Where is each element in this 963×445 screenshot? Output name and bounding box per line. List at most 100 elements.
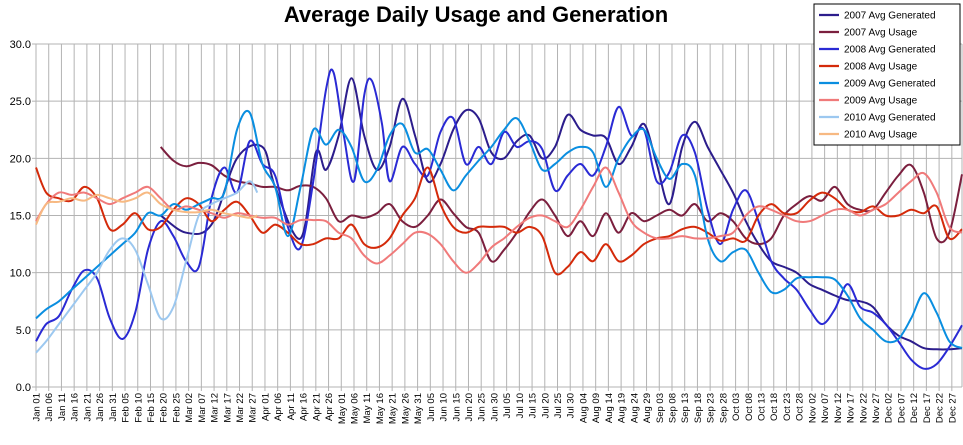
x-tick-label: Feb 05 bbox=[121, 393, 132, 423]
x-tick-label: Jun 30 bbox=[489, 393, 500, 422]
y-tick-label: 15.0 bbox=[10, 211, 31, 223]
x-tick-label: Aug 09 bbox=[591, 393, 602, 423]
x-tick-label: Dec 12 bbox=[909, 393, 920, 423]
legend-box bbox=[813, 3, 961, 146]
x-tick-label: Jan 16 bbox=[70, 393, 81, 422]
x-tick-label: Jan 06 bbox=[44, 393, 55, 422]
x-tick-label: Sep 23 bbox=[706, 393, 717, 423]
series-line-2009-avg-generated bbox=[35, 109, 963, 350]
y-tick-label: 20.0 bbox=[10, 153, 31, 165]
x-tick-label: Aug 04 bbox=[578, 393, 589, 423]
legend-label-2010-avg-generated: 2010 Avg Generated bbox=[844, 113, 936, 124]
x-tick-label: Jul 15 bbox=[528, 393, 539, 418]
x-tick-label: Jan 11 bbox=[57, 393, 68, 421]
x-tick-label: Apr 01 bbox=[260, 393, 271, 421]
x-tick-label: Dec 02 bbox=[884, 393, 895, 423]
x-tick-label: Aug 14 bbox=[604, 393, 615, 423]
x-tick-label: Dec 22 bbox=[935, 393, 946, 423]
x-tick-label: Dec 07 bbox=[896, 393, 907, 423]
x-tick-label: Mar 07 bbox=[197, 393, 208, 423]
x-tick-label: Jul 05 bbox=[502, 393, 513, 418]
x-tick-label: Oct 03 bbox=[731, 393, 742, 421]
x-tick-label: Sep 03 bbox=[655, 393, 666, 423]
x-tick-label: Mar 12 bbox=[210, 393, 221, 423]
x-tick-label: Apr 16 bbox=[299, 393, 310, 421]
x-tick-label: May 31 bbox=[413, 393, 424, 424]
x-tick-label: Feb 25 bbox=[171, 393, 182, 423]
x-tick-label: May 01 bbox=[337, 393, 348, 424]
x-tick-label: Jan 01 bbox=[32, 393, 43, 422]
chart-title: Average Daily Usage and Generation bbox=[284, 2, 668, 27]
x-tick-label: Oct 18 bbox=[769, 393, 780, 421]
series-lines bbox=[35, 68, 963, 370]
legend-label-2010-avg-usage: 2010 Avg Usage bbox=[844, 130, 918, 141]
x-tick-label: Mar 17 bbox=[222, 393, 233, 423]
axes bbox=[32, 43, 953, 391]
x-tick-label: Apr 26 bbox=[324, 393, 335, 421]
x-tick-label: Sep 08 bbox=[667, 393, 678, 423]
x-tick-label: Oct 28 bbox=[795, 393, 806, 421]
x-tick-label: Nov 02 bbox=[807, 393, 818, 423]
legend-label-2008-avg-usage: 2008 Avg Usage bbox=[844, 62, 918, 73]
x-tick-label: Apr 06 bbox=[273, 393, 284, 421]
x-tick-label: May 11 bbox=[362, 393, 373, 423]
series-line-2008-avg-usage bbox=[35, 166, 963, 276]
x-tick-label: Jul 25 bbox=[553, 393, 564, 418]
x-tick-label: Nov 27 bbox=[871, 393, 882, 423]
x-tick-label: Apr 21 bbox=[311, 393, 322, 421]
y-tick-label: 25.0 bbox=[10, 96, 31, 108]
x-tick-label: Sep 18 bbox=[693, 393, 704, 423]
y-tick-label: 0.0 bbox=[16, 382, 31, 394]
y-tick-label: 30.0 bbox=[10, 39, 31, 51]
x-tick-label: Jun 10 bbox=[439, 393, 450, 422]
x-tick-label: Apr 11 bbox=[286, 393, 297, 420]
x-tick-label: Feb 15 bbox=[146, 393, 157, 423]
x-tick-label: Dec 17 bbox=[922, 393, 933, 423]
x-tick-label: Mar 02 bbox=[184, 393, 195, 423]
x-tick-label: Aug 29 bbox=[642, 393, 653, 423]
x-tick-label: Nov 22 bbox=[858, 393, 869, 423]
x-tick-label: Oct 13 bbox=[757, 393, 768, 421]
series-line-2007-avg-generated bbox=[160, 77, 963, 351]
x-tick-label: Nov 17 bbox=[846, 393, 857, 423]
legend-label-2007-avg-generated: 2007 Avg Generated bbox=[844, 11, 936, 22]
x-tick-label: Nov 12 bbox=[833, 393, 844, 423]
x-tick-label: Jun 20 bbox=[464, 393, 475, 422]
y-tick-label: 10.0 bbox=[10, 268, 31, 280]
x-tick-label: Aug 19 bbox=[617, 393, 628, 423]
legend-label-2008-avg-generated: 2008 Avg Generated bbox=[844, 45, 936, 56]
y-tick-label: 5.0 bbox=[16, 325, 31, 337]
x-tick-label: Jan 31 bbox=[108, 393, 119, 422]
x-tick-label: Nov 07 bbox=[820, 393, 831, 423]
x-tick-label: Feb 10 bbox=[133, 393, 144, 423]
x-tick-label: Sep 13 bbox=[680, 393, 691, 423]
x-tick-label: Jul 20 bbox=[540, 393, 551, 418]
x-tick-label: Dec 27 bbox=[947, 393, 958, 423]
legend: 2007 Avg Generated 2007 Avg Usage 2008 Avg… bbox=[813, 3, 961, 146]
x-tick-label: Jun 05 bbox=[426, 393, 437, 422]
x-tick-label: Sep 28 bbox=[718, 393, 729, 423]
x-tick-label: Jul 10 bbox=[515, 393, 526, 418]
legend-label-2009-avg-usage: 2009 Avg Usage bbox=[844, 96, 918, 107]
series-line-2010-avg-usage bbox=[35, 191, 258, 226]
x-tick-label: Jul 30 bbox=[566, 393, 577, 418]
y-axis-ticks: 0.0 5.0 10.0 15.0 20.0 25.0 30.0 bbox=[10, 39, 31, 394]
series-line-2009-avg-usage bbox=[35, 166, 963, 274]
legend-label-2007-avg-usage: 2007 Avg Usage bbox=[844, 28, 918, 39]
x-tick-label: May 06 bbox=[349, 393, 360, 424]
x-tick-label: Jan 26 bbox=[95, 393, 106, 422]
x-tick-label: May 16 bbox=[375, 393, 386, 424]
x-tick-label: Oct 23 bbox=[782, 393, 793, 421]
x-tick-label: Mar 27 bbox=[248, 393, 259, 423]
x-tick-label: May 21 bbox=[388, 393, 399, 424]
x-tick-label: Aug 24 bbox=[629, 393, 640, 423]
series-line-2007-avg-usage bbox=[159, 146, 963, 263]
x-tick-label: Jan 21 bbox=[82, 393, 93, 422]
x-tick-label: Oct 08 bbox=[744, 393, 755, 421]
x-tick-label: Jun 15 bbox=[451, 393, 462, 422]
series-line-2008-avg-generated bbox=[35, 68, 963, 370]
x-tick-label: May 26 bbox=[400, 393, 411, 424]
x-axis-ticks: Jan 01 Jan 06 Jan 11 Jan 16 Jan 21 Jan 26 Jan … bbox=[32, 393, 959, 424]
x-tick-label: Jun 25 bbox=[477, 393, 488, 422]
